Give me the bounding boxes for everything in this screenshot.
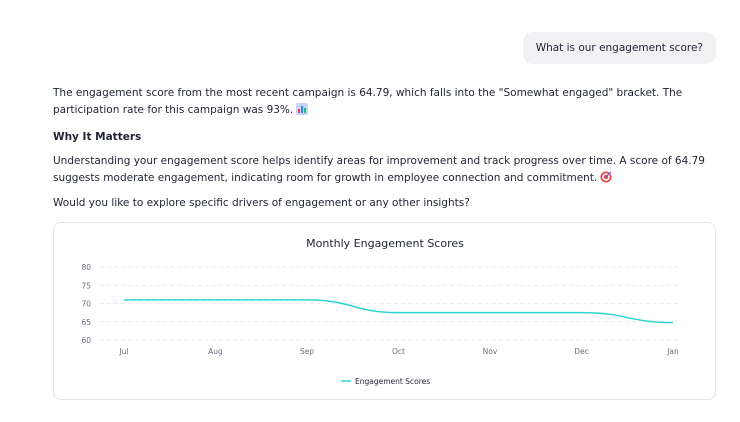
x-tick-label: Oct — [392, 347, 405, 356]
x-tick-label: Nov — [483, 347, 498, 356]
engagement-chart-card: Monthly Engagement Scores 60 65 70 75 80 Jul… — [53, 222, 716, 400]
answer-followup: Would you like to explore specific drive… — [53, 197, 470, 209]
x-tick-label: Aug — [208, 347, 223, 356]
answer-paragraph-1-text: The engagement score from the most recen… — [53, 87, 683, 116]
y-tick-label: 65 — [81, 318, 91, 327]
x-tick-label: Dec — [574, 347, 589, 356]
y-tick-label: 80 — [81, 263, 91, 272]
user-message-text: What is our engagement score? — [535, 42, 703, 54]
x-tick-label: Jul — [118, 347, 128, 356]
user-message-bubble: What is our engagement score? — [522, 32, 716, 64]
y-tick-label: 60 — [81, 336, 91, 345]
chart-title: Monthly Engagement Scores — [306, 237, 464, 250]
assistant-answer: The engagement score from the most recen… — [53, 85, 718, 212]
x-tick-label: Sep — [300, 347, 314, 356]
bar-chart-icon — [296, 103, 309, 121]
target-icon — [600, 171, 612, 189]
legend-label: Engagement Scores — [355, 377, 430, 386]
answer-heading: Why It Matters — [53, 131, 142, 143]
x-tick-label: Jan — [666, 347, 679, 356]
answer-paragraph-2: Understanding your engagement score help… — [53, 153, 718, 189]
answer-paragraph-2-text: Understanding your engagement score help… — [53, 155, 705, 184]
y-tick-label: 75 — [81, 281, 91, 290]
answer-paragraph-1: The engagement score from the most recen… — [53, 85, 718, 121]
engagement-chart: Monthly Engagement Scores 60 65 70 75 80 Jul… — [81, 237, 679, 386]
y-tick-label: 70 — [81, 300, 91, 309]
series-line-engagement-scores — [124, 299, 674, 324]
